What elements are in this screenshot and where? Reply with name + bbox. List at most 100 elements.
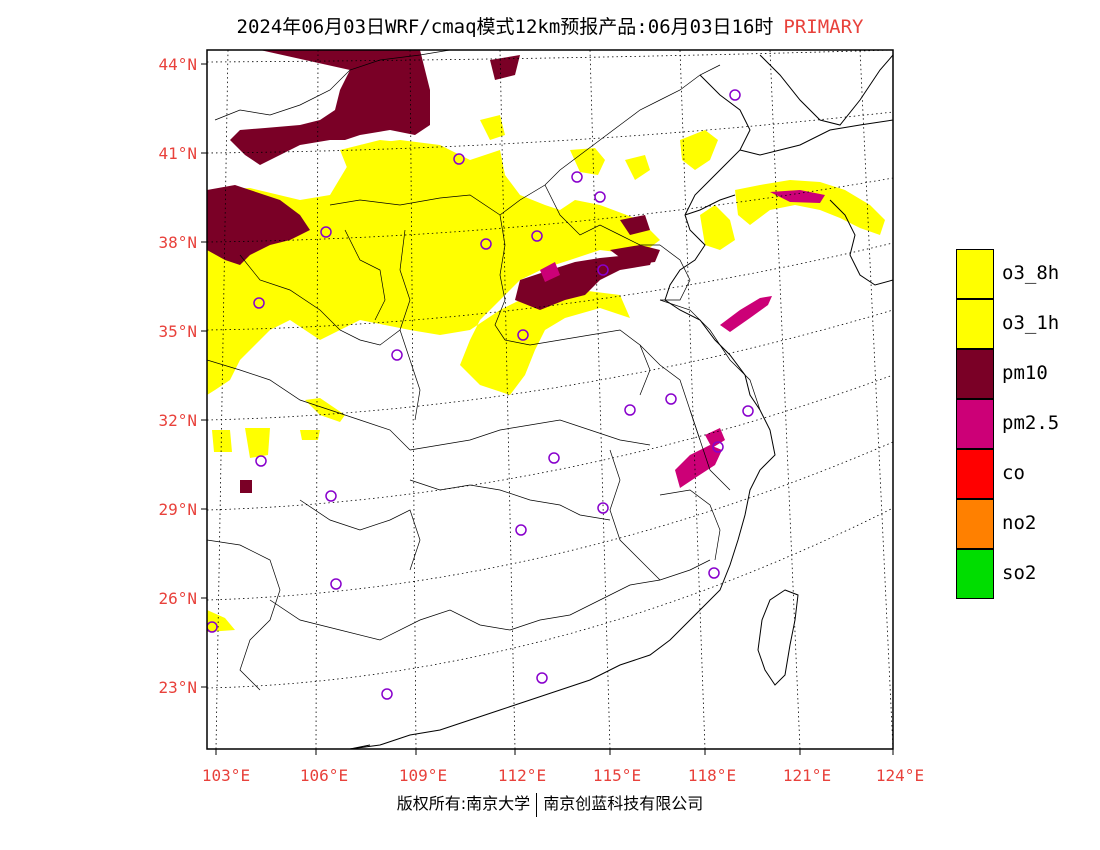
boundary-guangdong <box>509 559 711 631</box>
lat-label-41: 41°N <box>158 144 197 163</box>
title-tag: PRIMARY <box>783 16 864 38</box>
o3-region-sichuan <box>245 428 270 458</box>
boundary-hubei <box>409 419 651 451</box>
station-marker-zhengzhou <box>517 329 529 341</box>
station-marker-hefei <box>624 404 636 416</box>
legend-label-so2: so2 <box>1002 562 1037 584</box>
pm25-region-anhui <box>675 445 722 488</box>
legend-label-pm10: pm10 <box>1002 362 1048 384</box>
station-marker-wuhan <box>548 452 560 464</box>
coastline <box>349 54 893 749</box>
station-markers <box>207 89 754 700</box>
boundary-shanxi <box>494 214 506 341</box>
lat-label-35: 35°N <box>158 322 197 341</box>
lon-label-106: 106°E <box>300 766 348 785</box>
parallel-29 <box>207 374 893 511</box>
legend-label-o3-1h: o3_1h <box>1002 312 1060 334</box>
station-marker-fuzhou <box>708 567 720 579</box>
legend-swatch-o3-8h <box>956 249 994 299</box>
boundary-hebei <box>544 184 660 246</box>
legend-label-no2: no2 <box>1002 512 1037 534</box>
pm25-region-layer <box>540 190 825 488</box>
pm10-region-hebei <box>620 215 650 235</box>
o3-region-chongqing <box>212 430 232 452</box>
boundary-jiangxi <box>609 449 661 581</box>
pm25-region-liaoning <box>770 190 825 203</box>
title-main: 2024年06月03日WRF/cmaq模式12km预报产品:06月03日16时 <box>236 16 774 38</box>
station-marker-nanning <box>381 688 393 700</box>
parallel-41 <box>207 111 893 154</box>
legend-swatch-co <box>956 449 994 499</box>
parallel-26 <box>207 441 893 601</box>
o3-region-hebei-north <box>625 155 650 180</box>
pm10-region-layer <box>207 50 660 493</box>
lon-label-121: 121°E <box>783 766 831 785</box>
o3-region-north-china <box>207 140 660 395</box>
lat-label-26: 26°N <box>158 589 197 608</box>
lon-label-118: 118°E <box>688 766 736 785</box>
axis-ticks <box>201 63 894 755</box>
map-frame <box>206 49 894 750</box>
coastline-mainland <box>349 74 776 749</box>
station-marker-yinchuan <box>320 226 332 238</box>
station-marker-chongqing <box>325 490 337 502</box>
station-marker-xian <box>391 349 403 361</box>
lat-label-38: 38°N <box>158 233 197 252</box>
station-marker-kunming <box>207 621 218 633</box>
boundary-yunnan <box>207 539 281 691</box>
pm10-region-henan <box>515 252 655 310</box>
station-marker-shijiazhuang <box>531 230 543 242</box>
parallel-44 <box>207 50 893 63</box>
pm25-region-shanxi <box>540 262 560 282</box>
legend-label-co: co <box>1002 462 1025 484</box>
pm10-region-ordos <box>490 55 520 80</box>
o3-region-inner-mongolia <box>340 140 470 185</box>
boundary-gansu <box>239 254 401 346</box>
station-marker-hohhot <box>453 153 465 165</box>
parallel-23 <box>207 507 893 689</box>
legend-swatch-so2 <box>956 549 994 599</box>
legend-label-pm25: pm2.5 <box>1002 412 1060 434</box>
boundary-fujian <box>659 489 721 561</box>
legend-swatch-pm25 <box>956 399 994 449</box>
o3-region-shanxi-north <box>480 115 505 140</box>
boundary-ningxia <box>344 229 386 321</box>
boundary-guangxi <box>269 599 511 641</box>
lon-label-124: 124°E <box>876 766 924 785</box>
boundary-inner-mongolia <box>329 64 721 216</box>
coastline-korea <box>829 199 893 286</box>
boundary-henan <box>504 329 651 396</box>
station-marker-jinan <box>597 264 609 276</box>
station-marker-changsha <box>515 524 527 536</box>
station-marker-guangzhou <box>536 672 548 684</box>
o3-region-liaodong <box>735 180 885 235</box>
lon-label-103: 103°E <box>202 766 250 785</box>
station-marker-tianjin <box>594 191 606 203</box>
border-mongolia-north <box>759 54 893 126</box>
station-marker-beijing <box>571 171 583 183</box>
lat-label-29: 29°N <box>158 500 197 519</box>
lon-label-112: 112°E <box>498 766 546 785</box>
boundary-sichuan <box>207 359 411 451</box>
longitude-labels: 103°E 106°E 109°E 112°E 115°E 118°E 121°… <box>202 766 924 785</box>
coastline-shandong <box>684 194 736 216</box>
coastline-taiwan <box>757 589 799 686</box>
copyright-left: 版权所有:南京大学 <box>396 794 531 813</box>
legend-label-o3-8h: o3_8h <box>1002 262 1060 284</box>
map-area <box>207 50 893 749</box>
lon-label-115: 115°E <box>593 766 641 785</box>
latitude-labels: 44°N 41°N 38°N 35°N 32°N 29°N 26°N 23°N <box>158 55 197 697</box>
station-marker-nanjing <box>665 393 677 405</box>
station-marker-lanzhou <box>253 297 265 309</box>
boundary-northern <box>214 50 451 121</box>
map-title: 2024年06月03日WRF/cmaq模式12km预报产品:06月03日16时 P… <box>0 12 1100 39</box>
boundary-zhejiang <box>689 409 731 491</box>
station-marker-nanchang <box>597 502 609 514</box>
station-marker-chengdu <box>255 455 267 467</box>
o3-region-hubei <box>300 430 320 440</box>
o3-region-shaanxi <box>305 398 345 422</box>
o3-region-northeast <box>680 130 718 170</box>
o3-region-layer <box>207 115 885 632</box>
